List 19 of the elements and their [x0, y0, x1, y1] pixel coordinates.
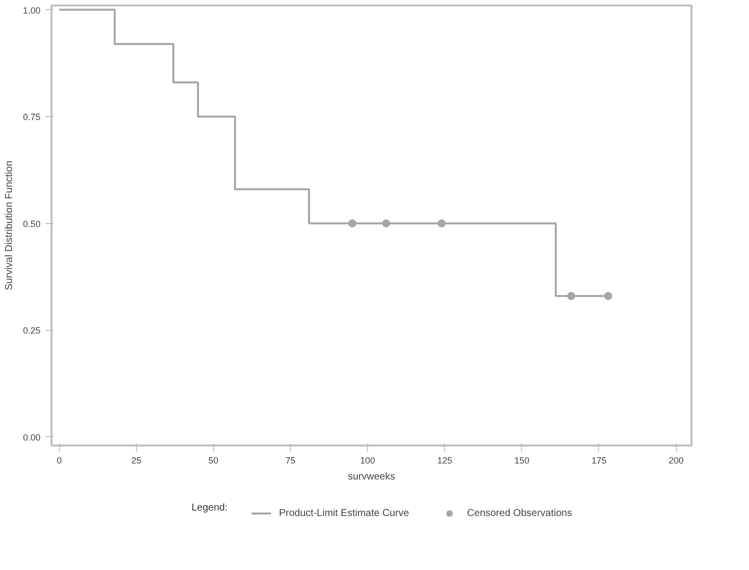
- x-tick-label: 50: [208, 456, 218, 466]
- legend-title: Legend:: [192, 502, 228, 514]
- y-tick-label: 0.25: [22, 326, 41, 336]
- x-tick-label: 25: [131, 456, 142, 466]
- legend-label: Censored Observations: [467, 506, 572, 520]
- x-tick-label: 150: [514, 456, 530, 466]
- y-tick-label: 0.00: [22, 432, 41, 442]
- x-tick-label: 100: [360, 456, 376, 466]
- x-tick-label: 175: [591, 456, 606, 466]
- x-tick-label: 0: [56, 456, 62, 466]
- x-tick-label: 75: [286, 456, 296, 466]
- y-tick-label: 1.00: [22, 5, 41, 16]
- y-tick-label: 0.50: [22, 218, 41, 229]
- y-axis-title: Survival Distribution Function: [4, 160, 15, 290]
- x-tick-label: 125: [437, 456, 452, 466]
- y-tick-label: 0.75: [22, 112, 41, 122]
- legend-label: Product-Limit Estimate Curve: [279, 506, 410, 520]
- x-tick-label: 200: [668, 456, 684, 466]
- x-axis-title: survweeks: [348, 472, 396, 482]
